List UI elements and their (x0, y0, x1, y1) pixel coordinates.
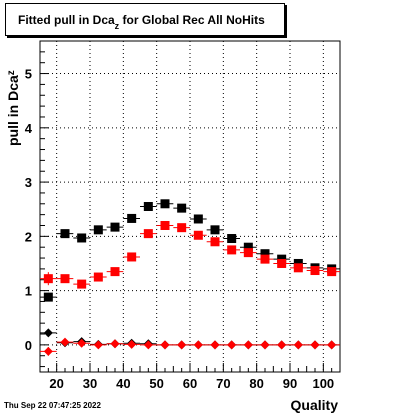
diamond-marker (227, 340, 237, 350)
diamond-marker (110, 339, 120, 349)
x-tick-label: 40 (116, 376, 130, 391)
chart-title: Fitted pull in Dcaz for Global Rec All N… (18, 13, 265, 31)
square-marker (260, 254, 270, 264)
y-axis-title-sub: z (6, 70, 17, 75)
diamond-marker (310, 340, 320, 350)
diamond-marker (327, 340, 337, 350)
x-tick-label: 80 (249, 376, 263, 391)
diamond-marker (77, 338, 87, 348)
square-marker (127, 213, 137, 223)
square-marker (243, 248, 253, 258)
data-markers (40, 199, 340, 356)
diamond-marker (260, 340, 270, 350)
x-tick-label: 70 (216, 376, 230, 391)
square-marker (60, 274, 70, 284)
axis-ticks (39, 51, 341, 372)
y-tick-label: 1 (25, 284, 32, 299)
diamond-marker (210, 340, 220, 350)
y-tick-label: 5 (25, 67, 32, 82)
square-marker (43, 274, 53, 284)
plot-frame (39, 40, 341, 373)
diamond-marker (177, 340, 187, 350)
square-marker (293, 263, 303, 273)
diamond-marker (143, 340, 153, 350)
square-marker (277, 258, 287, 268)
diamond-marker (243, 340, 253, 350)
square-marker (210, 225, 220, 235)
y-tick-label: 4 (25, 121, 33, 136)
title-box: Fitted pull in Dcaz for Global Rec All N… (5, 3, 285, 36)
square-marker (93, 272, 103, 282)
chart-title-rest: for Global Rec All NoHits (119, 13, 265, 27)
square-marker (227, 234, 237, 244)
square-marker (143, 229, 153, 239)
square-marker (177, 223, 187, 233)
square-marker (327, 267, 337, 277)
y-tick-label: 2 (25, 229, 32, 244)
grid (40, 41, 340, 372)
diamond-marker (193, 340, 203, 350)
diamond-marker (43, 328, 53, 338)
title-svg: Fitted pull in Dcaz for Global Rec All N… (18, 13, 265, 31)
y-axis-title: pull in Dcaz (5, 70, 21, 146)
square-marker (227, 245, 237, 255)
x-axis-title: Quality (291, 397, 339, 413)
tick-labels: 20 30 40 50 60 70 80 90 100 0 1 2 3 4 5 (25, 67, 334, 391)
diamond-marker (93, 340, 103, 350)
diamond-marker (127, 339, 137, 349)
square-marker (193, 214, 203, 224)
y-tick-label: 0 (25, 338, 32, 353)
x-tick-label: 60 (183, 376, 197, 391)
chart-title-main: Fitted pull in Dca (18, 13, 115, 27)
square-marker (43, 292, 53, 302)
square-marker (143, 202, 153, 211)
square-marker (177, 203, 187, 213)
square-marker (210, 237, 220, 247)
square-marker (243, 242, 253, 252)
square-marker (93, 225, 103, 235)
diamond-marker (43, 346, 53, 356)
square-marker (160, 220, 170, 230)
square-marker (160, 199, 170, 209)
y-axis-title-main: pull in Dca (5, 75, 21, 146)
y-tick-label: 3 (25, 175, 32, 190)
diamond-marker (293, 340, 303, 350)
square-marker (193, 230, 203, 240)
square-marker (127, 252, 137, 262)
diamond-marker (160, 340, 170, 350)
x-tick-label: 50 (149, 376, 163, 391)
square-marker (110, 267, 120, 277)
square-marker (310, 266, 320, 276)
square-marker (77, 279, 87, 289)
x-tick-label: 100 (312, 376, 334, 391)
timestamp: Thu Sep 22 07:47:25 2022 (4, 401, 101, 410)
square-marker (77, 233, 87, 243)
x-tick-label: 20 (49, 376, 63, 391)
square-marker (110, 222, 120, 232)
x-tick-label: 30 (83, 376, 97, 391)
chart-title-sub: z (115, 21, 120, 31)
diamond-marker (277, 340, 287, 350)
diamond-marker (60, 337, 70, 347)
x-tick-label: 90 (283, 376, 297, 391)
square-marker (60, 229, 70, 239)
square-marker (260, 249, 270, 259)
